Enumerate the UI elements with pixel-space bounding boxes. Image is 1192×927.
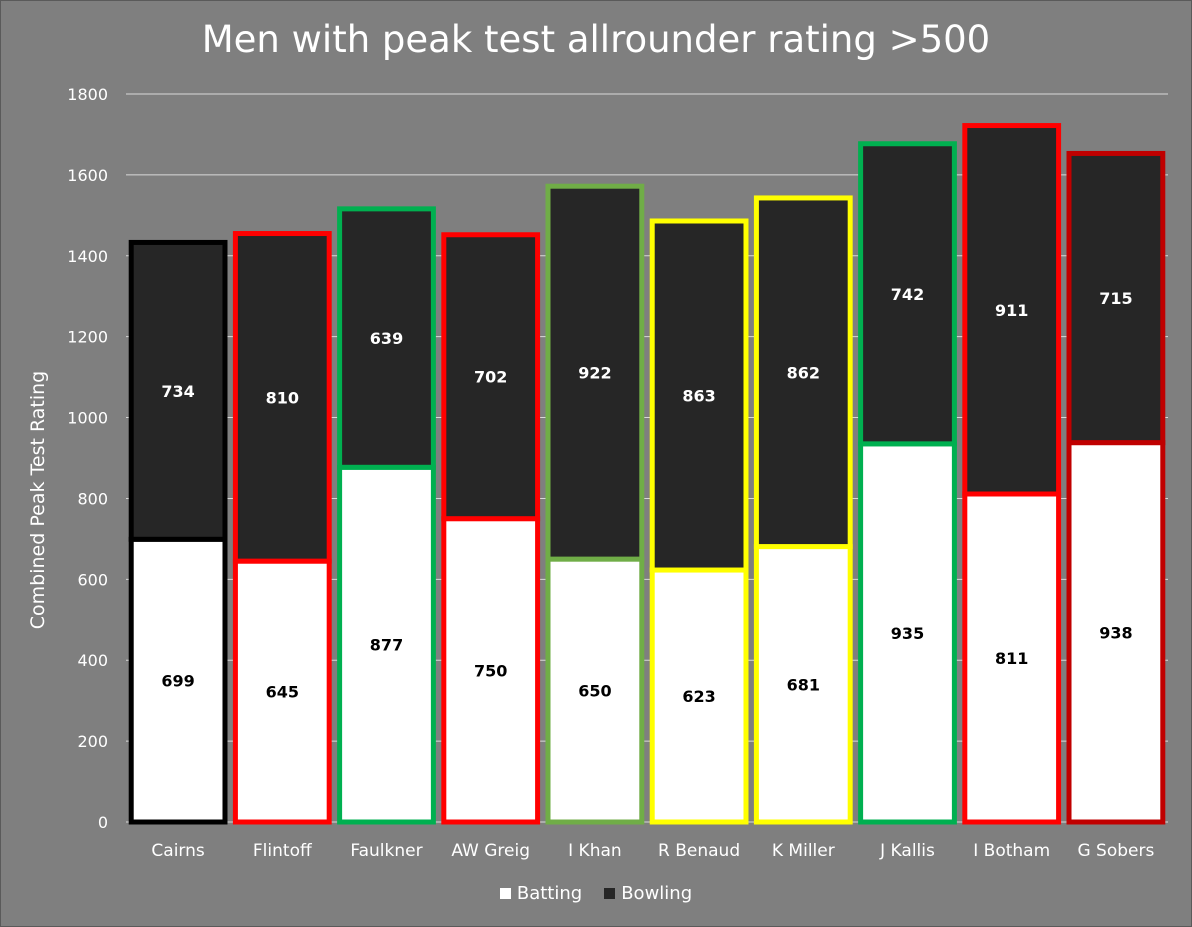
x-tick-label: Flintoff [253, 841, 313, 861]
bar-batting [545, 556, 645, 825]
legend-swatch [604, 888, 616, 899]
bar-batting [337, 464, 436, 825]
bar-bowling [1066, 150, 1166, 446]
y-tick-label: 1400 [67, 247, 108, 266]
legend-item-bowling: Bowling [604, 883, 692, 904]
y-axis-label: Combined Peak Test Rating [27, 370, 49, 630]
bar-batting [232, 558, 332, 825]
y-tick-label: 1200 [67, 328, 108, 347]
data-label-bowling: 639 [370, 329, 403, 348]
data-label-bowling: 810 [266, 388, 299, 407]
data-label-batting: 650 [578, 682, 611, 701]
bar-bowling [337, 206, 436, 470]
data-label-bowling: 863 [682, 387, 715, 406]
data-label-bowling: 922 [578, 364, 611, 383]
bar-batting [753, 544, 853, 825]
legend-item-batting: Batting [499, 883, 583, 904]
y-tick-label: 600 [77, 570, 108, 589]
x-tick-label: AW Greig [451, 841, 530, 861]
bar-batting [1066, 440, 1166, 825]
bar-bowling [128, 239, 228, 542]
data-label-batting: 750 [474, 661, 507, 680]
data-label-bowling: 862 [787, 363, 820, 382]
x-tick-label: R Benaud [658, 841, 740, 861]
bar-batting [858, 441, 957, 825]
bar-bowling [753, 195, 853, 550]
bar-batting [441, 516, 541, 825]
y-tick-label: 1000 [67, 409, 108, 428]
y-tick-label: 1800 [67, 85, 108, 104]
x-tick-label: J Kallis [879, 841, 935, 861]
y-tick-label: 800 [77, 489, 108, 508]
y-tick-label: 1600 [67, 166, 108, 185]
x-tick-label: K Miller [772, 841, 835, 861]
x-tick-label: Faulkner [350, 841, 422, 861]
bar-bowling [649, 218, 749, 573]
data-label-batting: 681 [787, 675, 820, 694]
data-label-bowling: 911 [995, 301, 1028, 320]
data-label-bowling: 715 [1099, 289, 1132, 308]
data-label-batting: 811 [995, 649, 1028, 668]
legend: Batting Bowling [0, 883, 1192, 904]
bar-batting [649, 567, 749, 825]
chart-plot: 0 200 400 600 800 1000 1200 1400 1600 1800 699 734 C… [67, 85, 1168, 861]
data-label-batting: 935 [891, 624, 924, 643]
legend-label: Batting [516, 883, 583, 904]
bar-bowling [545, 183, 645, 562]
data-label-bowling: 742 [891, 285, 924, 304]
bar-bowling [232, 231, 332, 564]
x-tick-label: I Botham [973, 841, 1050, 861]
y-tick-label: 0 [98, 813, 108, 832]
data-label-batting: 877 [370, 636, 403, 655]
chart-title: Men with peak test allrounder rating >50… [201, 18, 991, 61]
bar-bowling [858, 141, 957, 447]
data-label-batting: 699 [161, 672, 194, 691]
data-label-batting: 645 [266, 683, 299, 702]
y-tick-label: 200 [77, 732, 108, 751]
x-tick-label: G Sobers [1077, 841, 1154, 861]
data-label-batting: 623 [682, 687, 715, 706]
data-label-batting: 938 [1099, 623, 1132, 642]
x-tick-label: Cairns [151, 841, 204, 861]
x-tick-label: I Khan [568, 841, 622, 861]
data-label-bowling: 734 [161, 382, 194, 401]
data-label-bowling: 702 [474, 368, 507, 387]
bar-bowling [962, 123, 1062, 497]
y-tick-label: 400 [77, 651, 108, 670]
legend-label: Bowling [621, 883, 693, 904]
bar-bowling [441, 232, 541, 522]
legend-swatch [499, 888, 511, 899]
